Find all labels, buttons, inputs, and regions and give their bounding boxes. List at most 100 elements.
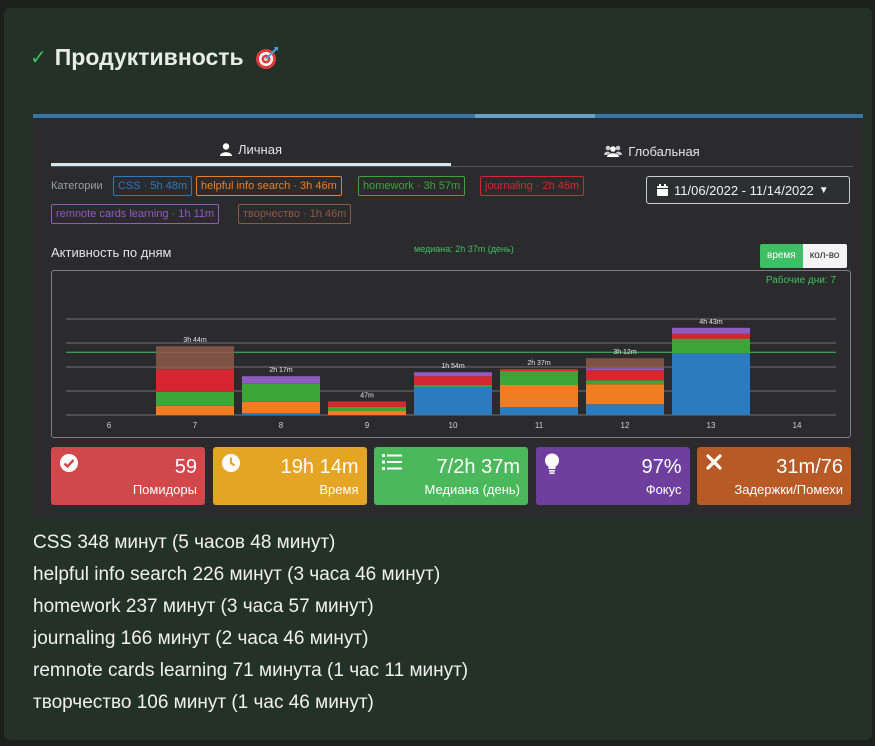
page-title-text: Продуктивность — [54, 44, 244, 70]
check-circle-icon — [59, 453, 79, 478]
list-icon — [382, 453, 402, 476]
date-range-picker[interactable]: 11/06/2022 - 11/14/2022 ▼ — [646, 176, 850, 204]
x-tick-label: 9 — [365, 421, 370, 430]
activity-chart-svg: 6 3h 44m 7 2h 17m 8 47m 9 1h 54m 10 2h 37m 11 3h 12… — [66, 318, 836, 430]
bar-segment — [672, 327, 750, 334]
bar-total-label: 2h 37m — [527, 360, 551, 367]
stat-label: Медиана (день) — [424, 482, 520, 497]
bar-segment — [586, 358, 664, 369]
bar-total-label: 3h 44m — [183, 337, 207, 344]
category-chip[interactable]: homework · 3h 57m — [358, 176, 466, 196]
category-chip[interactable]: remnote cards learning · 1h 11m — [51, 204, 220, 224]
summary-line: remnote cards learning 71 минута (1 час … — [33, 660, 469, 681]
category-chip[interactable]: CSS · 5h 48m — [113, 176, 193, 196]
tab-bar: Личная Глобальная — [51, 136, 853, 167]
stat-card: 31m/76 Задержки/Помехи — [697, 447, 851, 505]
bar-segment — [414, 385, 492, 387]
stat-value: 19h 14m — [280, 456, 359, 478]
category-chip[interactable]: journaling · 2h 46m — [480, 176, 585, 196]
stat-label: Помидоры — [132, 482, 197, 497]
bar-segment — [328, 401, 406, 407]
toggle-count-button[interactable]: кол-во — [802, 244, 847, 268]
x-tick-label: 8 — [279, 421, 284, 430]
bar-segment — [414, 372, 492, 377]
scroll-indicator[interactable] — [475, 114, 595, 118]
bar-total-label: 1h 54m — [441, 363, 465, 370]
summary-line: helpful info search 226 минут (3 часа 46… — [33, 564, 441, 585]
stat-label: Фокус — [645, 482, 682, 497]
bar-segment — [586, 384, 664, 405]
bar-segment — [414, 376, 492, 385]
bar-segment — [156, 391, 234, 406]
checkmark-icon: ✓ — [30, 47, 47, 69]
bar-segment — [414, 387, 492, 415]
bar-segment — [672, 338, 750, 354]
x-tick-label: 12 — [621, 421, 630, 430]
close-icon — [705, 453, 723, 476]
productivity-widget: Личная Глобальная Категории CSS · 5h 48m… — [33, 114, 863, 518]
bar-segment — [672, 353, 750, 415]
bar-segment — [586, 368, 664, 371]
summary-line: homework 237 минут (3 часа 57 минут) — [33, 596, 374, 617]
x-tick-label: 6 — [107, 421, 112, 430]
tab-personal[interactable]: Личная — [51, 136, 451, 166]
x-tick-label: 10 — [449, 421, 458, 430]
summary-line: творчество 106 минут (1 час 46 минут) — [33, 692, 374, 713]
summary-line: journaling 166 минут (2 часа 46 минут) — [33, 628, 369, 649]
workdays-label: Рабочие дни: 7 — [765, 275, 836, 286]
bar-segment — [156, 405, 234, 415]
summary-lines: CSS 348 минут (5 часов 48 минут) helpful … — [33, 527, 468, 719]
x-tick-label: 13 — [707, 421, 716, 430]
stat-card: 19h 14m Время — [212, 447, 367, 505]
target-icon — [255, 46, 278, 69]
lightbulb-icon — [544, 453, 560, 480]
categories-label: Категории — [51, 180, 103, 192]
stat-label: Задержки/Помехи — [734, 482, 843, 497]
activity-chart: Рабочие дни: 7 6 3h 44m 7 2h 17m 8 47m 9 1h 54m… — [51, 270, 851, 438]
bar-segment — [242, 413, 320, 415]
date-range-text: 11/06/2022 - 11/14/2022 — [674, 182, 814, 198]
bar-segment — [500, 407, 578, 415]
bar-total-label: 4h 43m — [699, 319, 723, 326]
bar-total-label: 47m — [360, 392, 374, 399]
median-label: медиана: 2h 37m (день) — [414, 244, 514, 254]
users-icon — [604, 145, 623, 157]
bar-segment — [586, 404, 664, 415]
bar-segment — [242, 376, 320, 384]
bar-segment — [500, 369, 578, 371]
clock-icon — [221, 453, 241, 478]
x-tick-label: 11 — [535, 421, 544, 430]
page-title: ✓ Продуктивность — [30, 44, 280, 71]
stat-value: 31m/76 — [776, 456, 843, 478]
metric-toggle: время кол-во — [760, 244, 847, 268]
bar-segment — [328, 411, 406, 415]
bar-total-label: 2h 17m — [269, 367, 293, 374]
tab-global-label: Глобальная — [628, 143, 700, 159]
bar-segment — [156, 346, 234, 370]
tab-global[interactable]: Глобальная — [451, 136, 853, 166]
bar-segment — [328, 407, 406, 411]
tab-personal-label: Личная — [237, 142, 282, 157]
bar-segment — [500, 371, 578, 385]
category-chip[interactable]: helpful info search · 3h 46m — [196, 176, 342, 196]
summary-line: CSS 348 минут (5 часов 48 минут) — [33, 532, 336, 553]
bar-segment — [156, 369, 234, 392]
bar-segment — [500, 385, 578, 407]
bar-segment — [242, 383, 320, 402]
toggle-time-button[interactable]: время — [760, 244, 803, 268]
category-chip[interactable]: творчество · 1h 46m — [238, 204, 352, 224]
stat-card: 97% Фокус — [535, 447, 690, 505]
stat-card: 7/2h 37m Медиана (день) — [374, 447, 528, 505]
stats-row: 59 Помидоры 19h 14m Время 7/2h 37m Медиана (д… — [51, 447, 851, 505]
x-tick-label: 7 — [193, 421, 198, 430]
stat-value: 59 — [174, 456, 197, 478]
bar-segment — [586, 380, 664, 385]
bar-segment — [586, 370, 664, 381]
bar-total-label: 3h 12m — [613, 349, 637, 356]
user-icon — [219, 143, 232, 156]
activity-label: Активность по дням — [51, 245, 172, 260]
bar-segment — [672, 333, 750, 339]
chevron-down-icon: ▼ — [818, 184, 829, 196]
stat-card: 59 Помидоры — [51, 447, 205, 505]
x-tick-label: 14 — [793, 421, 802, 430]
